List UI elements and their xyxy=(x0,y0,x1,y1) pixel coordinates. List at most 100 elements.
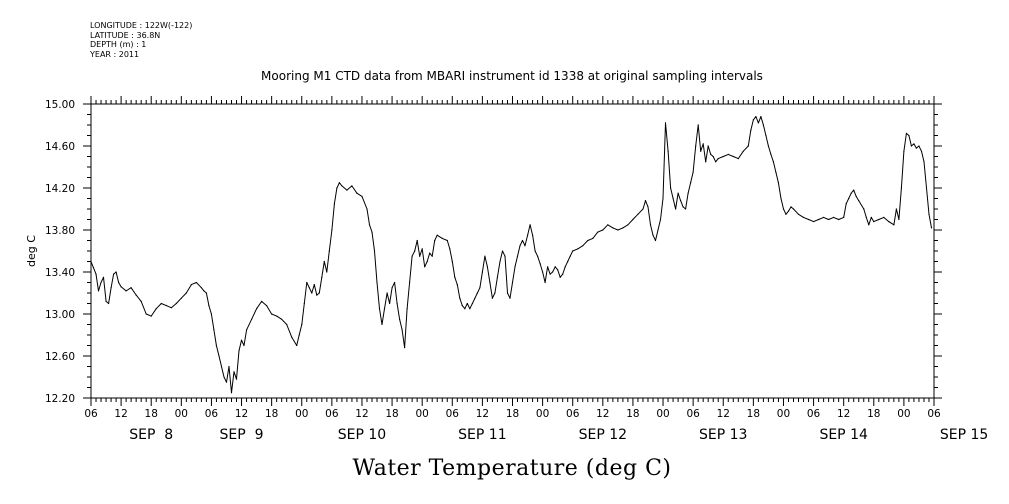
data-point xyxy=(461,305,463,307)
data-point xyxy=(750,129,752,131)
data-point xyxy=(717,158,719,160)
x-hour-tick-label: 06 xyxy=(325,408,339,420)
data-point xyxy=(572,250,574,252)
data-point xyxy=(190,284,192,286)
data-point xyxy=(135,294,137,296)
x-hour-tick-label: 06 xyxy=(446,408,460,420)
data-point xyxy=(777,182,780,184)
data-point xyxy=(125,290,127,292)
data-point xyxy=(690,182,692,184)
data-point xyxy=(707,145,709,147)
data-point xyxy=(130,287,132,289)
data-point xyxy=(316,294,318,296)
y-axis-label: deg C xyxy=(25,235,38,267)
x-hour-tick-label: 12 xyxy=(476,408,489,420)
data-point xyxy=(818,218,820,221)
data-point xyxy=(527,234,529,236)
data-point xyxy=(441,237,443,239)
data-point xyxy=(516,255,519,257)
data-point xyxy=(905,132,908,134)
x-hour-tick-label: 18 xyxy=(867,408,880,420)
data-point xyxy=(90,260,92,263)
data-point xyxy=(552,271,554,273)
data-point xyxy=(823,216,825,218)
data-point xyxy=(389,302,391,305)
data-point xyxy=(115,271,117,273)
data-point xyxy=(296,344,298,347)
data-point xyxy=(539,263,541,265)
data-point xyxy=(898,218,900,221)
data-point xyxy=(649,224,652,226)
data-point xyxy=(577,248,579,250)
data-point xyxy=(486,266,488,268)
data-point xyxy=(431,255,433,257)
data-point xyxy=(888,221,890,223)
chart-title: Mooring M1 CTD data from MBARI instrumen… xyxy=(261,69,763,83)
data-point xyxy=(464,308,466,310)
data-point xyxy=(870,216,872,218)
data-point xyxy=(210,313,212,315)
data-point xyxy=(165,305,167,307)
data-point xyxy=(301,323,303,326)
data-point xyxy=(677,192,679,194)
data-point xyxy=(351,185,353,187)
data-point xyxy=(524,245,526,247)
data-point xyxy=(481,271,483,273)
data-point xyxy=(218,355,220,357)
data-point xyxy=(770,153,772,155)
data-point xyxy=(802,216,805,218)
data-point xyxy=(371,231,373,233)
data-point xyxy=(225,381,228,383)
data-point xyxy=(381,323,383,326)
data-point xyxy=(102,276,105,278)
y-tick-label: 12.20 xyxy=(45,393,75,405)
data-point xyxy=(767,145,770,147)
x-hour-tick-label: 12 xyxy=(114,408,127,420)
data-point xyxy=(925,187,928,189)
x-day-label: SEP 10 xyxy=(338,427,386,443)
data-point xyxy=(908,134,910,137)
data-point xyxy=(484,255,486,257)
data-point xyxy=(215,344,217,347)
data-point xyxy=(521,239,524,242)
data-point xyxy=(200,287,202,289)
data-point xyxy=(286,323,288,326)
data-point xyxy=(838,218,840,221)
data-point xyxy=(529,224,531,226)
data-point xyxy=(401,329,403,331)
data-point xyxy=(737,158,739,160)
y-tick-label: 14.60 xyxy=(45,141,75,153)
data-point xyxy=(845,203,847,205)
data-point xyxy=(670,187,672,189)
data-point xyxy=(865,216,867,218)
data-point xyxy=(848,197,850,200)
data-point xyxy=(828,218,830,221)
x-axis-label: Water Temperature (deg C) xyxy=(353,456,672,481)
plot-frame xyxy=(90,103,935,399)
data-point xyxy=(695,145,697,147)
x-hour-tick-label: 06 xyxy=(84,408,98,420)
data-point xyxy=(303,302,305,305)
x-day-label: SEP 14 xyxy=(819,427,868,443)
data-point xyxy=(456,284,458,286)
data-point xyxy=(414,250,416,252)
data-point xyxy=(710,153,712,155)
data-point xyxy=(659,218,662,221)
data-point xyxy=(150,315,152,317)
data-point xyxy=(675,208,677,210)
data-point xyxy=(233,371,235,373)
data-point xyxy=(797,213,800,215)
data-point xyxy=(559,276,561,278)
data-point xyxy=(732,155,734,158)
x-day-label: SEP 9 xyxy=(220,427,264,443)
data-point xyxy=(120,286,122,288)
data-point xyxy=(547,266,549,268)
series-layer xyxy=(90,116,933,394)
data-point xyxy=(451,260,453,263)
data-point xyxy=(240,339,243,341)
data-point xyxy=(499,260,501,263)
data-point xyxy=(95,273,97,275)
data-point xyxy=(564,266,566,268)
x-day-label: SEP 12 xyxy=(579,427,627,443)
x-hour-tick-label: 12 xyxy=(355,408,368,420)
